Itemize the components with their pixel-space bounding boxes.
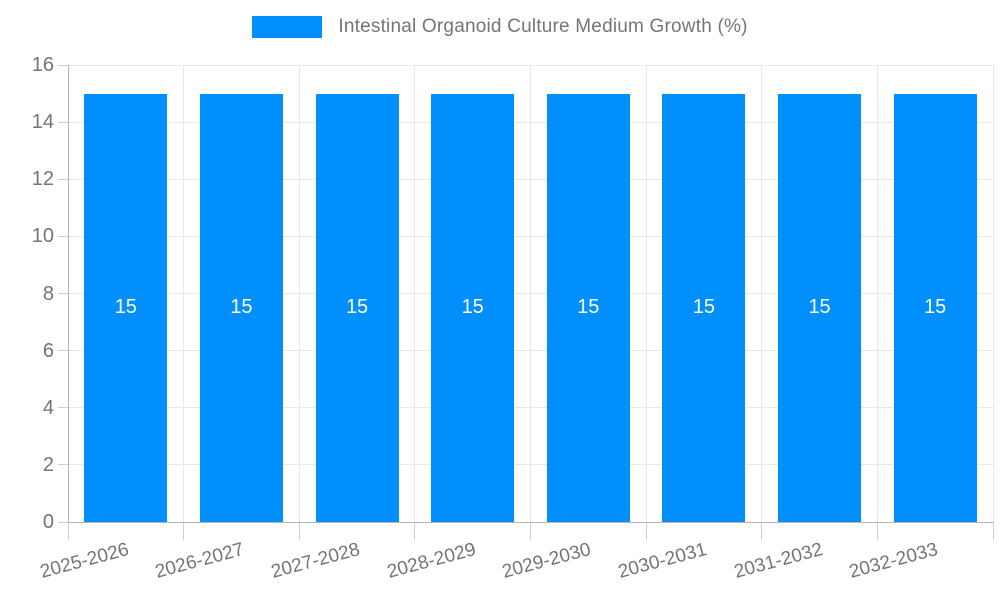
x-axis-tick bbox=[876, 522, 878, 540]
y-axis-tick bbox=[58, 178, 68, 180]
legend-item[interactable]: Intestinal Organoid Culture Medium Growt… bbox=[252, 16, 747, 38]
y-axis-label: 10 bbox=[31, 225, 54, 248]
y-axis-line bbox=[67, 65, 69, 522]
y-axis-tick bbox=[58, 521, 68, 523]
bar-data-label: 15 bbox=[230, 296, 253, 319]
gridline-vertical bbox=[183, 65, 185, 522]
y-axis-tick bbox=[58, 64, 68, 66]
bar[interactable]: 15 bbox=[893, 93, 977, 522]
y-axis-tick bbox=[58, 235, 68, 237]
y-axis-label: 4 bbox=[42, 396, 54, 419]
bar[interactable]: 15 bbox=[778, 93, 862, 522]
gridline-vertical bbox=[298, 65, 300, 522]
y-axis-label: 8 bbox=[42, 282, 54, 305]
bar[interactable]: 15 bbox=[662, 93, 746, 522]
legend-label: Intestinal Organoid Culture Medium Growt… bbox=[338, 16, 748, 37]
bar[interactable]: 15 bbox=[315, 93, 399, 522]
x-axis-tick bbox=[992, 522, 994, 540]
bar-data-label: 15 bbox=[577, 296, 600, 319]
x-axis-line bbox=[68, 521, 993, 523]
bar-data-label: 15 bbox=[345, 296, 369, 319]
x-axis-tick bbox=[67, 522, 69, 540]
bar-data-label: 15 bbox=[461, 296, 484, 319]
x-axis-tick bbox=[298, 522, 300, 540]
gridline-vertical bbox=[876, 65, 878, 522]
y-axis-label: 12 bbox=[31, 168, 54, 191]
x-axis-tick bbox=[530, 522, 531, 540]
bar[interactable]: 15 bbox=[431, 93, 515, 522]
gridline-vertical bbox=[530, 65, 531, 522]
bar-data-label: 15 bbox=[114, 296, 137, 319]
y-axis-tick bbox=[58, 121, 68, 123]
y-axis-label: 0 bbox=[42, 511, 54, 533]
bar[interactable]: 15 bbox=[546, 93, 630, 522]
legend: Intestinal Organoid Culture Medium Growt… bbox=[0, 16, 1000, 38]
y-axis-tick bbox=[58, 464, 68, 466]
bar[interactable]: 15 bbox=[199, 93, 283, 522]
legend-swatch bbox=[252, 16, 323, 38]
gridline-vertical bbox=[761, 65, 763, 522]
y-axis-label: 6 bbox=[42, 339, 54, 362]
y-axis-tick bbox=[58, 293, 68, 294]
x-axis-tick bbox=[414, 522, 416, 540]
x-axis-tick bbox=[761, 522, 763, 540]
y-axis-tick bbox=[58, 407, 68, 409]
bar[interactable]: 15 bbox=[84, 93, 168, 522]
gridline-vertical bbox=[992, 65, 994, 522]
gridline-vertical bbox=[645, 65, 647, 522]
bar-data-label: 15 bbox=[692, 296, 716, 319]
y-axis-label: 16 bbox=[31, 54, 54, 76]
x-axis-tick bbox=[645, 522, 647, 540]
x-axis-tick bbox=[183, 522, 185, 540]
gridline-vertical bbox=[414, 65, 416, 522]
y-axis-label: 2 bbox=[42, 453, 54, 476]
bar-data-label: 15 bbox=[924, 296, 947, 319]
y-axis-tick bbox=[58, 350, 68, 352]
y-axis-label: 14 bbox=[31, 111, 54, 134]
bar-data-label: 15 bbox=[808, 296, 831, 319]
